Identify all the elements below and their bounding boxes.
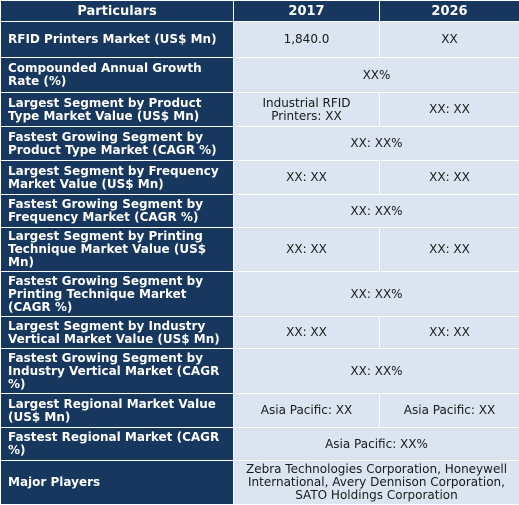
- value-span: XX: XX%: [234, 195, 519, 228]
- value-2026: XX: XX: [380, 93, 519, 127]
- table-row: Fastest Growing Segment by Product Type …: [1, 127, 519, 161]
- row-label: Largest Regional Market Value (US$ Mn): [1, 394, 234, 428]
- row-label: Major Players: [1, 461, 234, 505]
- table-row: Compounded Annual Growth Rate (%) XX%: [1, 58, 519, 93]
- row-label: Fastest Regional Market (CAGR %): [1, 428, 234, 461]
- value-2017: 1,840.0: [234, 22, 380, 58]
- header-particulars: Particulars: [1, 1, 234, 22]
- value-2017: XX: XX: [234, 228, 380, 272]
- table-row: Fastest Growing Segment by Printing Tech…: [1, 272, 519, 317]
- value-2026: XX: XX: [380, 317, 519, 349]
- value-span: XX%: [234, 58, 519, 93]
- row-label: Fastest Growing Segment by Industry Vert…: [1, 349, 234, 394]
- table-row: Major Players Zebra Technologies Corpora…: [1, 461, 519, 505]
- row-label: Largest Segment by Printing Technique Ma…: [1, 228, 234, 272]
- header-row: Particulars 2017 2026: [1, 1, 519, 22]
- row-label: Compounded Annual Growth Rate (%): [1, 58, 234, 93]
- table-row: Fastest Regional Market (CAGR %) Asia Pa…: [1, 428, 519, 461]
- value-2017: XX: XX: [234, 317, 380, 349]
- value-2026: XX: [380, 22, 519, 58]
- table-row: Largest Segment by Industry Vertical Mar…: [1, 317, 519, 349]
- row-label: Largest Segment by Frequency Market Valu…: [1, 161, 234, 195]
- value-2026: XX: XX: [380, 228, 519, 272]
- row-label: Fastest Growing Segment by Product Type …: [1, 127, 234, 161]
- row-label: RFID Printers Market (US$ Mn): [1, 22, 234, 58]
- table-row: Largest Segment by Product Type Market V…: [1, 93, 519, 127]
- value-span: XX: XX%: [234, 272, 519, 317]
- value-2017: Asia Pacific: XX: [234, 394, 380, 428]
- table-row: Fastest Growing Segment by Industry Vert…: [1, 349, 519, 394]
- value-2026: Asia Pacific: XX: [380, 394, 519, 428]
- value-2017: Industrial RFID Printers: XX: [234, 93, 380, 127]
- table-row: Largest Regional Market Value (US$ Mn) A…: [1, 394, 519, 428]
- major-players-list: Zebra Technologies Corporation, Honeywel…: [234, 461, 519, 505]
- row-label: Largest Segment by Industry Vertical Mar…: [1, 317, 234, 349]
- table-row: Largest Segment by Frequency Market Valu…: [1, 161, 519, 195]
- table-row: Fastest Growing Segment by Frequency Mar…: [1, 195, 519, 228]
- row-label: Largest Segment by Product Type Market V…: [1, 93, 234, 127]
- value-2017: XX: XX: [234, 161, 380, 195]
- value-span: Asia Pacific: XX%: [234, 428, 519, 461]
- value-span: XX: XX%: [234, 349, 519, 394]
- value-2026: XX: XX: [380, 161, 519, 195]
- header-2026: 2026: [380, 1, 519, 22]
- header-2017: 2017: [234, 1, 380, 22]
- table-row: RFID Printers Market (US$ Mn) 1,840.0 XX: [1, 22, 519, 58]
- row-label: Fastest Growing Segment by Frequency Mar…: [1, 195, 234, 228]
- row-label: Fastest Growing Segment by Printing Tech…: [1, 272, 234, 317]
- value-span: XX: XX%: [234, 127, 519, 161]
- table-row: Largest Segment by Printing Technique Ma…: [1, 228, 519, 272]
